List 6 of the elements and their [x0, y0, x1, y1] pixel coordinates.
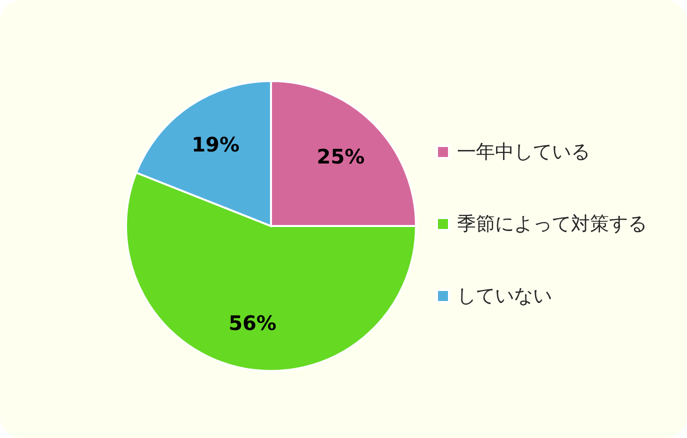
- legend-label: 季節によって対策する: [457, 212, 647, 237]
- data-label: 19%: [192, 132, 240, 156]
- legend-label: していない: [457, 284, 552, 309]
- legend-label: 一年中している: [457, 140, 590, 165]
- data-label: 25%: [316, 144, 365, 168]
- data-label: 56%: [228, 310, 276, 335]
